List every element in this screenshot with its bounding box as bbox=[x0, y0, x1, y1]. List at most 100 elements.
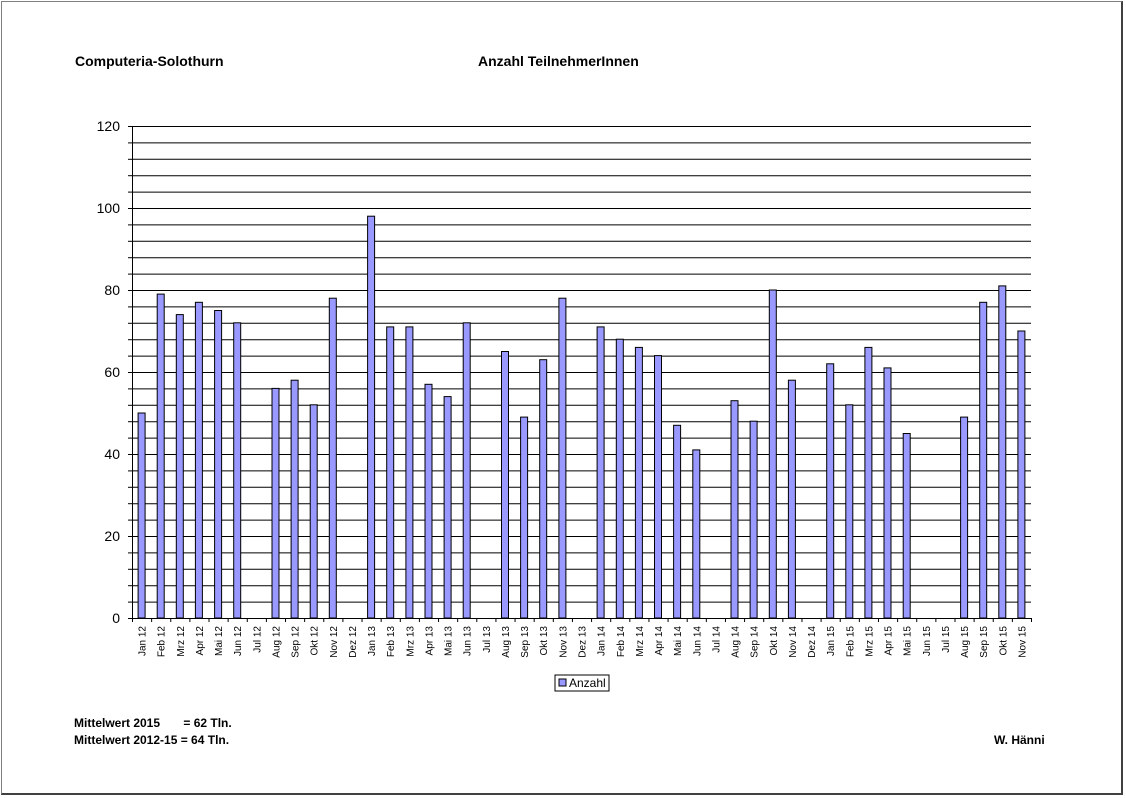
bar bbox=[596, 326, 605, 619]
y-tick-label: 60 bbox=[104, 364, 120, 380]
bar bbox=[137, 412, 146, 619]
bar bbox=[501, 351, 509, 619]
x-tick-label: Jan 12 bbox=[138, 626, 149, 656]
x-tick-label: Nov 12 bbox=[329, 626, 340, 658]
legend-label: Anzahl bbox=[569, 676, 606, 690]
x-tick-label: Okt 13 bbox=[539, 626, 550, 656]
x-tick-label: Mai 15 bbox=[903, 626, 914, 656]
bar bbox=[883, 367, 892, 619]
x-tick-label: Jun 14 bbox=[692, 626, 703, 656]
x-tick-label: Aug 14 bbox=[731, 626, 742, 658]
y-tick-label: 120 bbox=[97, 118, 121, 134]
x-tick-label: Mrz 14 bbox=[635, 626, 646, 657]
x-tick-label: Sep 13 bbox=[520, 626, 531, 658]
x-tick-label: Aug 12 bbox=[272, 626, 283, 658]
x-tick-label: Jul 15 bbox=[941, 626, 952, 653]
x-tick-label: Feb 12 bbox=[157, 626, 168, 658]
bar bbox=[654, 355, 662, 619]
bar bbox=[864, 346, 873, 619]
bar bbox=[194, 301, 203, 619]
chart-heading: Anzahl TeilnehmerInnen bbox=[478, 53, 639, 69]
bar bbox=[271, 387, 280, 619]
x-tick-label: Jun 15 bbox=[922, 626, 933, 656]
x-tick-label: Jun 12 bbox=[233, 626, 244, 656]
x-tick-label: Mrz 13 bbox=[405, 626, 416, 657]
x-tick-label: Feb 14 bbox=[616, 626, 627, 658]
bar bbox=[156, 293, 165, 619]
x-tick-label: Nov 15 bbox=[1017, 626, 1028, 658]
legend-box bbox=[554, 674, 610, 692]
x-tick-label: Jul 13 bbox=[482, 626, 493, 653]
x-tick-label: Okt 14 bbox=[769, 626, 780, 656]
bar bbox=[424, 383, 433, 619]
bar bbox=[749, 420, 758, 619]
tick-labels: 0 20 40 60 80 100 120 Jan 12 Feb 12 Mrz 12 Apr 12 M… bbox=[97, 118, 1029, 658]
bar bbox=[692, 449, 701, 619]
y-tick-label: 20 bbox=[104, 528, 120, 544]
y-tick-label: 0 bbox=[112, 610, 120, 626]
y-tick-label: 100 bbox=[97, 200, 121, 216]
x-tick-label: Okt 15 bbox=[998, 626, 1009, 656]
x-tick-label: Jul 14 bbox=[711, 626, 722, 653]
x-tick-label: Feb 15 bbox=[845, 626, 856, 658]
bar bbox=[826, 363, 835, 619]
bar bbox=[520, 416, 529, 619]
bar bbox=[845, 404, 854, 619]
mean-2012-15-text: Mittelwert 2012-15 = 64 Tln. bbox=[74, 733, 230, 747]
grid-lines bbox=[132, 126, 1031, 603]
bar bbox=[462, 322, 471, 619]
x-tick-label: Jan 13 bbox=[367, 626, 378, 656]
bars bbox=[137, 215, 1026, 619]
x-tick-label: Dez 14 bbox=[807, 626, 818, 658]
bar bbox=[443, 396, 452, 619]
x-tick-label: Dez 12 bbox=[348, 626, 359, 658]
bar bbox=[979, 301, 988, 619]
bar bbox=[673, 424, 682, 619]
bar bbox=[367, 215, 376, 619]
bar bbox=[290, 379, 299, 619]
legend-swatch bbox=[558, 678, 567, 687]
x-tick-label: Aug 15 bbox=[960, 626, 971, 658]
bar bbox=[615, 338, 624, 619]
x-tick-label: Apr 13 bbox=[425, 626, 436, 656]
x-tick-label: Nov 14 bbox=[788, 626, 799, 658]
x-tick-label: Sep 15 bbox=[979, 626, 990, 658]
x-tick-label: Mai 13 bbox=[444, 626, 455, 656]
y-tick-label: 80 bbox=[104, 282, 120, 298]
bar bbox=[730, 400, 739, 619]
bar bbox=[233, 322, 242, 619]
x-tick-label: Jan 14 bbox=[597, 626, 608, 656]
bar bbox=[386, 326, 395, 619]
bar bbox=[405, 326, 414, 619]
bar bbox=[214, 310, 223, 619]
y-tick-label: 40 bbox=[104, 446, 120, 462]
legend: Anzahl bbox=[554, 674, 610, 692]
bar bbox=[175, 314, 184, 619]
x-tick-label: Sep 14 bbox=[750, 626, 761, 658]
x-tick-label: Okt 12 bbox=[310, 626, 321, 656]
bar bbox=[1017, 330, 1026, 619]
x-tick-label: Aug 13 bbox=[501, 626, 512, 658]
x-tick-label: Dez 13 bbox=[578, 626, 589, 658]
x-tick-label: Sep 12 bbox=[291, 626, 302, 658]
bar bbox=[787, 379, 796, 619]
organization-title: Computeria-Solothurn bbox=[75, 53, 224, 69]
x-tick-label: Nov 13 bbox=[558, 626, 569, 658]
x-tick-label: Mrz 12 bbox=[176, 626, 187, 657]
axes bbox=[128, 126, 1032, 622]
x-tick-label: Mai 12 bbox=[214, 626, 225, 656]
x-tick-label: Jun 13 bbox=[463, 626, 474, 656]
bar bbox=[768, 289, 777, 619]
x-tick-label: Mrz 15 bbox=[864, 626, 875, 657]
x-tick-label: Jul 12 bbox=[252, 626, 263, 653]
bar bbox=[309, 404, 318, 619]
bar bbox=[634, 346, 643, 619]
bar bbox=[960, 416, 969, 619]
x-tick-label: Apr 14 bbox=[654, 626, 665, 656]
bar bbox=[998, 285, 1007, 619]
bar bbox=[328, 297, 337, 619]
mean-2015-text: Mittelwert 2015 = 62 Tln. bbox=[74, 716, 232, 730]
bar bbox=[539, 359, 548, 619]
